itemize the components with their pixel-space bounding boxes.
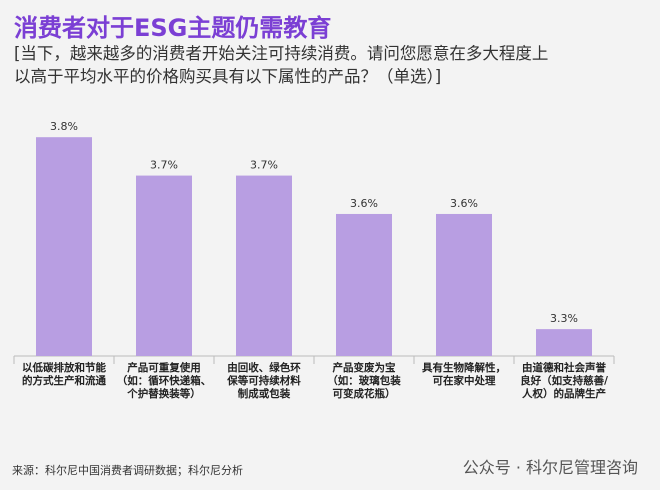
data-label: 3.3%	[550, 312, 578, 325]
bar	[536, 329, 592, 356]
x-tick-label: 由道德和社会声誉 良好（如支持慈善/ 人权）的品牌生产	[520, 362, 608, 400]
data-label: 3.7%	[250, 159, 278, 172]
bar	[36, 137, 92, 356]
data-label: 3.8%	[50, 120, 78, 133]
x-tick-label: 由回收、绿色环 保等可持续材料 制成或包装	[227, 362, 301, 400]
x-tick-label: 具有生物降解性， 可在家中处理	[422, 362, 506, 387]
source-note: 来源：科尔尼中国消费者调研数据；科尔尼分析	[12, 464, 243, 477]
data-label: 3.7%	[150, 159, 178, 172]
chart-subtitle: [当下，越来越多的消费者开始关注可持续消费。请问您愿意在多大程度上 以高于平均水…	[14, 44, 549, 86]
data-label: 3.6%	[450, 197, 478, 210]
watermark: 公众号 · 科尔尼管理咨询	[462, 458, 638, 477]
data-label: 3.6%	[350, 197, 378, 210]
x-tick-label: 以低碳排放和节能 的方式生产和流通	[22, 362, 106, 387]
bar	[136, 175, 192, 356]
bar	[436, 213, 492, 356]
chart-title: 消费者对于ESG主题仍需教育	[14, 14, 332, 42]
x-tick-label: 产品可重复使用 （如：循环快递箱、 个护替换装等）	[116, 362, 212, 400]
x-tick-label: 产品变废为宝 （如：玻璃包装 可变成花瓶）	[327, 362, 401, 400]
bar	[336, 213, 392, 356]
bar	[236, 175, 292, 356]
